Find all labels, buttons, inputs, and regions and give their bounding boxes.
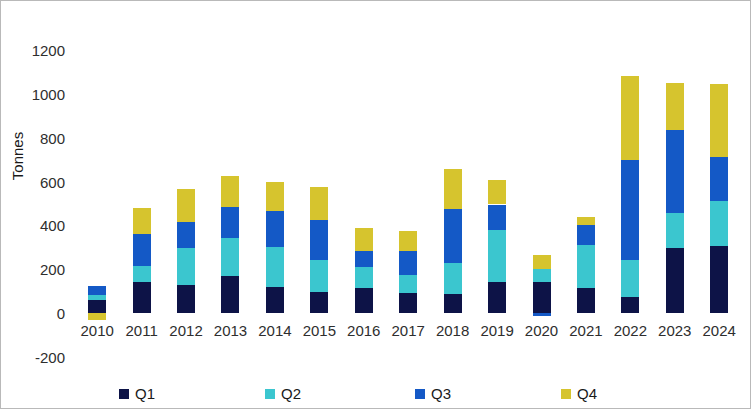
legend-swatch-icon: [119, 389, 129, 399]
bar-segment-2013-Q1: [221, 276, 239, 313]
bar-segment-2010-Q1: [88, 300, 106, 313]
y-tick-label: 800: [1, 130, 65, 145]
legend-swatch-icon: [415, 389, 425, 399]
bar-segment-2019-Q1: [488, 282, 506, 313]
x-tick-label-2014: 2014: [253, 323, 297, 338]
x-tick-label-2013: 2013: [208, 323, 252, 338]
y-tick-label: 1000: [1, 86, 65, 101]
bar-segment-2016-Q1: [355, 288, 373, 313]
bar-segment-2021-Q1: [577, 288, 595, 313]
bar-segment-2024-Q3: [710, 157, 728, 201]
bar-segment-2015-Q2: [310, 260, 328, 292]
bar-segment-2016-Q2: [355, 267, 373, 288]
bar-segment-2015-Q3: [310, 220, 328, 261]
x-tick-label-2020: 2020: [520, 323, 564, 338]
y-tick-label: 1200: [1, 43, 65, 58]
legend-label: Q1: [135, 386, 155, 401]
bar-segment-2016-Q4: [355, 228, 373, 251]
bar-segment-2013-Q4: [221, 176, 239, 207]
x-tick-label-2019: 2019: [475, 323, 519, 338]
x-tick-label-2012: 2012: [164, 323, 208, 338]
bar-segment-2020-Q1: [533, 282, 551, 313]
bar-segment-2018-Q2: [444, 263, 462, 295]
bar-segment-2014-Q1: [266, 287, 284, 313]
bar-segment-2014-Q4: [266, 182, 284, 212]
bar-segment-2010-Q4: [88, 313, 106, 320]
bar-segment-2022-Q3: [621, 160, 639, 261]
bar-segment-2013-Q3: [221, 207, 239, 239]
x-tick-label-2017: 2017: [386, 323, 430, 338]
x-tick-label-2018: 2018: [431, 323, 475, 338]
x-tick-label-2011: 2011: [120, 323, 164, 338]
bar-segment-2013-Q2: [221, 238, 239, 275]
bar-segment-2020-Q2: [533, 269, 551, 282]
bar-segment-2017-Q4: [399, 231, 417, 251]
bar-segment-2023-Q2: [666, 213, 684, 248]
x-tick-label-2010: 2010: [75, 323, 119, 338]
x-tick-label-2021: 2021: [564, 323, 608, 338]
bar-segment-2016-Q3: [355, 251, 373, 267]
bar-segment-2015-Q1: [310, 292, 328, 313]
bar-segment-2012-Q1: [177, 285, 195, 313]
bar-segment-2018-Q3: [444, 209, 462, 263]
bar-segment-2010-Q2: [88, 295, 106, 299]
bar-segment-2017-Q2: [399, 275, 417, 294]
legend-swatch-icon: [265, 389, 275, 399]
bar-segment-2021-Q3: [577, 225, 595, 245]
bar-segment-2020-Q3: [533, 313, 551, 316]
legend-item-Q1: Q1: [119, 386, 155, 401]
y-tick-label: 400: [1, 218, 65, 233]
bar-segment-2010-Q3: [88, 286, 106, 296]
legend-label: Q4: [577, 386, 597, 401]
bar-segment-2023-Q4: [666, 83, 684, 130]
bar-segment-2019-Q4: [488, 180, 506, 204]
x-tick-label-2023: 2023: [653, 323, 697, 338]
bar-segment-2014-Q3: [266, 211, 284, 247]
bar-segment-2019-Q3: [488, 205, 506, 230]
x-tick-label-2022: 2022: [608, 323, 652, 338]
bar-segment-2018-Q4: [444, 169, 462, 208]
chart-window: Tonnes 120010008006004002000-200 2010201…: [0, 0, 751, 409]
bar-segment-2018-Q1: [444, 294, 462, 313]
legend-item-Q4: Q4: [561, 386, 597, 401]
bar-segment-2022-Q1: [621, 297, 639, 313]
x-tick-label-2016: 2016: [342, 323, 386, 338]
y-tick-label: 600: [1, 174, 65, 189]
legend-item-Q2: Q2: [265, 386, 301, 401]
bar-segment-2021-Q2: [577, 245, 595, 288]
bar-segment-2012-Q4: [177, 189, 195, 222]
y-tick-label: 0: [1, 306, 65, 321]
legend-label: Q2: [281, 386, 301, 401]
bar-segment-2023-Q1: [666, 248, 684, 313]
bar-segment-2012-Q2: [177, 248, 195, 284]
legend-swatch-icon: [561, 389, 571, 399]
bar-segment-2019-Q2: [488, 230, 506, 283]
bar-segment-2017-Q3: [399, 251, 417, 275]
bar-segment-2014-Q2: [266, 247, 284, 286]
bar-segment-2024-Q2: [710, 201, 728, 246]
legend-item-Q3: Q3: [415, 386, 451, 401]
x-tick-label-2015: 2015: [297, 323, 341, 338]
bar-segment-2011-Q4: [133, 208, 151, 234]
bar-segment-2024-Q4: [710, 84, 728, 157]
bar-segment-2012-Q3: [177, 222, 195, 248]
bar-segment-2011-Q3: [133, 234, 151, 266]
legend-label: Q3: [431, 386, 451, 401]
bar-segment-2011-Q1: [133, 282, 151, 313]
bar-segment-2024-Q1: [710, 246, 728, 313]
bar-segment-2015-Q4: [310, 187, 328, 220]
x-tick-label-2024: 2024: [697, 323, 741, 338]
bar-segment-2011-Q2: [133, 266, 151, 282]
bar-segment-2017-Q1: [399, 293, 417, 313]
bar-segment-2021-Q4: [577, 217, 595, 226]
y-tick-label: -200: [1, 349, 65, 364]
y-tick-label: 200: [1, 262, 65, 277]
bar-segment-2023-Q3: [666, 130, 684, 213]
bar-segment-2020-Q4: [533, 255, 551, 269]
bar-segment-2022-Q2: [621, 260, 639, 296]
bar-segment-2022-Q4: [621, 76, 639, 159]
